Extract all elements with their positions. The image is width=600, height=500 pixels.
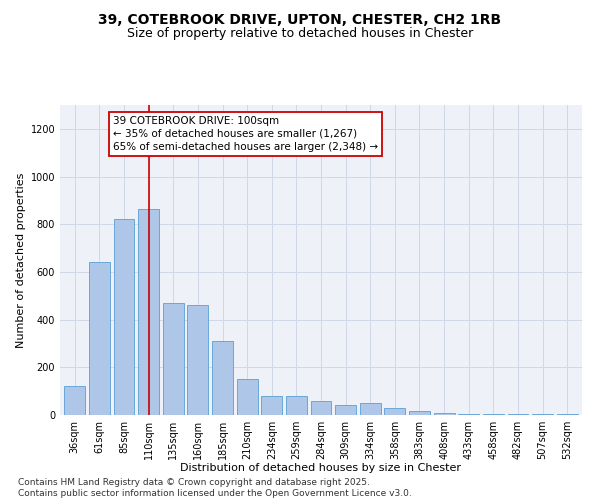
Bar — [557, 414, 578, 415]
Bar — [409, 412, 430, 415]
Bar — [261, 396, 282, 415]
Bar — [286, 396, 307, 415]
Y-axis label: Number of detached properties: Number of detached properties — [16, 172, 26, 348]
Bar — [212, 341, 233, 415]
Bar — [187, 306, 208, 415]
Bar — [236, 379, 257, 415]
Text: 39 COTEBROOK DRIVE: 100sqm
← 35% of detached houses are smaller (1,267)
65% of s: 39 COTEBROOK DRIVE: 100sqm ← 35% of deta… — [113, 116, 378, 152]
Bar — [458, 414, 479, 415]
Bar — [483, 414, 504, 415]
Text: Contains HM Land Registry data © Crown copyright and database right 2025.
Contai: Contains HM Land Registry data © Crown c… — [18, 478, 412, 498]
X-axis label: Distribution of detached houses by size in Chester: Distribution of detached houses by size … — [181, 464, 461, 473]
Bar — [335, 406, 356, 415]
Bar — [385, 408, 406, 415]
Text: Size of property relative to detached houses in Chester: Size of property relative to detached ho… — [127, 28, 473, 40]
Bar — [163, 303, 184, 415]
Bar — [311, 400, 331, 415]
Bar — [89, 262, 110, 415]
Bar — [508, 414, 529, 415]
Bar — [434, 413, 455, 415]
Bar — [360, 403, 381, 415]
Text: 39, COTEBROOK DRIVE, UPTON, CHESTER, CH2 1RB: 39, COTEBROOK DRIVE, UPTON, CHESTER, CH2… — [98, 12, 502, 26]
Bar — [64, 386, 85, 415]
Bar — [138, 208, 159, 415]
Bar — [532, 414, 553, 415]
Bar — [113, 220, 134, 415]
